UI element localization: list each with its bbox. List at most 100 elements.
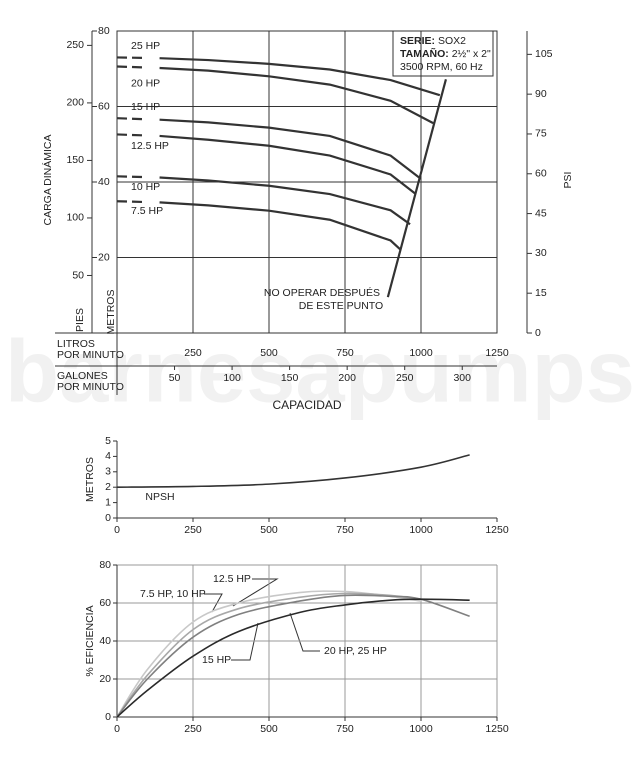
x-tick-label: 750 bbox=[336, 723, 354, 735]
x-tick-label: 0 bbox=[114, 723, 120, 735]
x-tick-label: 1000 bbox=[409, 723, 433, 735]
series-line bbox=[116, 598, 470, 718]
y-tick-label: 40 bbox=[99, 635, 111, 647]
gpm-label: POR MINUTO bbox=[57, 381, 124, 393]
series-line bbox=[116, 133, 416, 195]
y-tick-label: 3 bbox=[105, 466, 111, 478]
leader bbox=[204, 593, 223, 613]
psi-tick-label: 15 bbox=[535, 287, 547, 299]
y-tick-label: 40 bbox=[98, 176, 110, 188]
info-serie: SERIE: SOX2 bbox=[400, 35, 466, 47]
series-line bbox=[116, 592, 422, 718]
x-tick-label: 1250 bbox=[485, 347, 509, 359]
series-line bbox=[116, 56, 441, 97]
y-tick-label: 0 bbox=[105, 512, 111, 524]
y-tick-label: 4 bbox=[105, 450, 111, 462]
series-label: 15 HP bbox=[202, 654, 231, 666]
series-line bbox=[116, 175, 411, 226]
feet-label: PIES bbox=[74, 308, 86, 332]
leader bbox=[289, 612, 320, 652]
y-tick-label: 1 bbox=[105, 496, 111, 508]
series-line bbox=[116, 117, 421, 180]
x-tick-label: 1250 bbox=[485, 723, 509, 735]
series-line bbox=[116, 200, 401, 251]
feet-tick-label: 100 bbox=[66, 212, 84, 224]
info-size: TAMAÑO: 2½" x 2" bbox=[400, 47, 491, 60]
x-tick-label: 1000 bbox=[409, 347, 433, 359]
y-tick-label: 2 bbox=[105, 481, 111, 493]
series-label: 12.5 HP bbox=[131, 140, 169, 152]
x-tick-label: 1250 bbox=[485, 524, 509, 536]
info-serie-label: SERIE: bbox=[400, 35, 435, 47]
series-label: 10 HP bbox=[131, 181, 160, 193]
psi-tick-label: 30 bbox=[535, 247, 547, 259]
x-tick-label: 750 bbox=[336, 524, 354, 536]
feet-tick-label: 250 bbox=[66, 39, 84, 51]
psi-tick-label: 60 bbox=[535, 168, 547, 180]
x2-tick-label: 100 bbox=[223, 372, 241, 384]
y-tick-label: 60 bbox=[98, 100, 110, 112]
x-axis-title: CAPACIDAD bbox=[272, 398, 341, 412]
y-axis-title: % EFICIENCIA bbox=[84, 605, 96, 676]
x-tick-label: 500 bbox=[260, 723, 278, 735]
y-tick-label: 20 bbox=[98, 251, 110, 263]
series-label: 7.5 HP bbox=[131, 205, 163, 217]
x2-tick-label: 200 bbox=[338, 372, 356, 384]
series-label: 7.5 HP, 10 HP bbox=[140, 588, 206, 600]
psi-tick-label: 45 bbox=[535, 207, 547, 219]
series-label: NPSH bbox=[145, 491, 174, 503]
info-size-label: TAMAÑO: bbox=[400, 47, 449, 60]
psi-tick-label: 0 bbox=[535, 327, 541, 339]
x2-tick-label: 250 bbox=[396, 372, 414, 384]
info-serie-value: SOX2 bbox=[438, 35, 466, 47]
x-tick-label: 250 bbox=[184, 524, 202, 536]
info-size-value: 2½" x 2" bbox=[452, 48, 491, 60]
annotation: DE ESTE PUNTO bbox=[299, 300, 383, 312]
leader bbox=[232, 578, 279, 607]
leaders bbox=[204, 578, 320, 661]
lpm-label: LITROS bbox=[57, 338, 95, 350]
psi-tick-label: 75 bbox=[535, 128, 547, 140]
x-tick-label: 500 bbox=[260, 524, 278, 536]
y2-axis-title: PSI bbox=[562, 172, 574, 189]
series-label: 25 HP bbox=[131, 40, 160, 52]
meters-label: METROS bbox=[105, 290, 117, 335]
psi-tick-label: 90 bbox=[535, 88, 547, 100]
limit-line bbox=[386, 79, 447, 298]
info-box bbox=[392, 30, 494, 77]
info-speed: 3500 RPM, 60 Hz bbox=[400, 61, 483, 73]
series-line bbox=[116, 594, 470, 718]
series-line bbox=[116, 454, 470, 488]
x-tick-label: 1000 bbox=[409, 524, 433, 536]
y-axis-title: CARGA DINÁMICA bbox=[41, 134, 54, 225]
annotation: NO OPERAR DESPUÉS bbox=[264, 286, 380, 299]
watermark: barnesapumps bbox=[5, 321, 635, 420]
x2-tick-label: 300 bbox=[453, 372, 471, 384]
leader bbox=[231, 622, 259, 661]
y-tick-label: 80 bbox=[98, 25, 110, 37]
series-label: 20 HP, 25 HP bbox=[324, 645, 387, 657]
series-line bbox=[116, 65, 434, 125]
psi-tick-label: 105 bbox=[535, 48, 553, 60]
y-axis-title: METROS bbox=[84, 457, 96, 502]
series-label: 12.5 HP bbox=[213, 573, 251, 585]
y-tick-label: 80 bbox=[99, 559, 111, 571]
y-tick-label: 20 bbox=[99, 673, 111, 685]
x-tick-label: 0 bbox=[114, 524, 120, 536]
y-tick-label: 5 bbox=[105, 435, 111, 447]
series-label: 15 HP bbox=[131, 101, 160, 113]
x2-tick-label: 150 bbox=[281, 372, 299, 384]
x2-tick-label: 50 bbox=[169, 372, 181, 384]
lpm-label: POR MINUTO bbox=[57, 349, 124, 361]
feet-tick-label: 50 bbox=[72, 269, 84, 281]
x-tick-label: 750 bbox=[336, 347, 354, 359]
gpm-label: GALONES bbox=[57, 370, 108, 382]
y-tick-label: 60 bbox=[99, 597, 111, 609]
x-tick-label: 250 bbox=[184, 347, 202, 359]
feet-tick-label: 200 bbox=[66, 97, 84, 109]
series-label: 20 HP bbox=[131, 77, 160, 89]
y-tick-label: 0 bbox=[105, 711, 111, 723]
feet-tick-label: 150 bbox=[66, 154, 84, 166]
x-tick-label: 500 bbox=[260, 347, 278, 359]
